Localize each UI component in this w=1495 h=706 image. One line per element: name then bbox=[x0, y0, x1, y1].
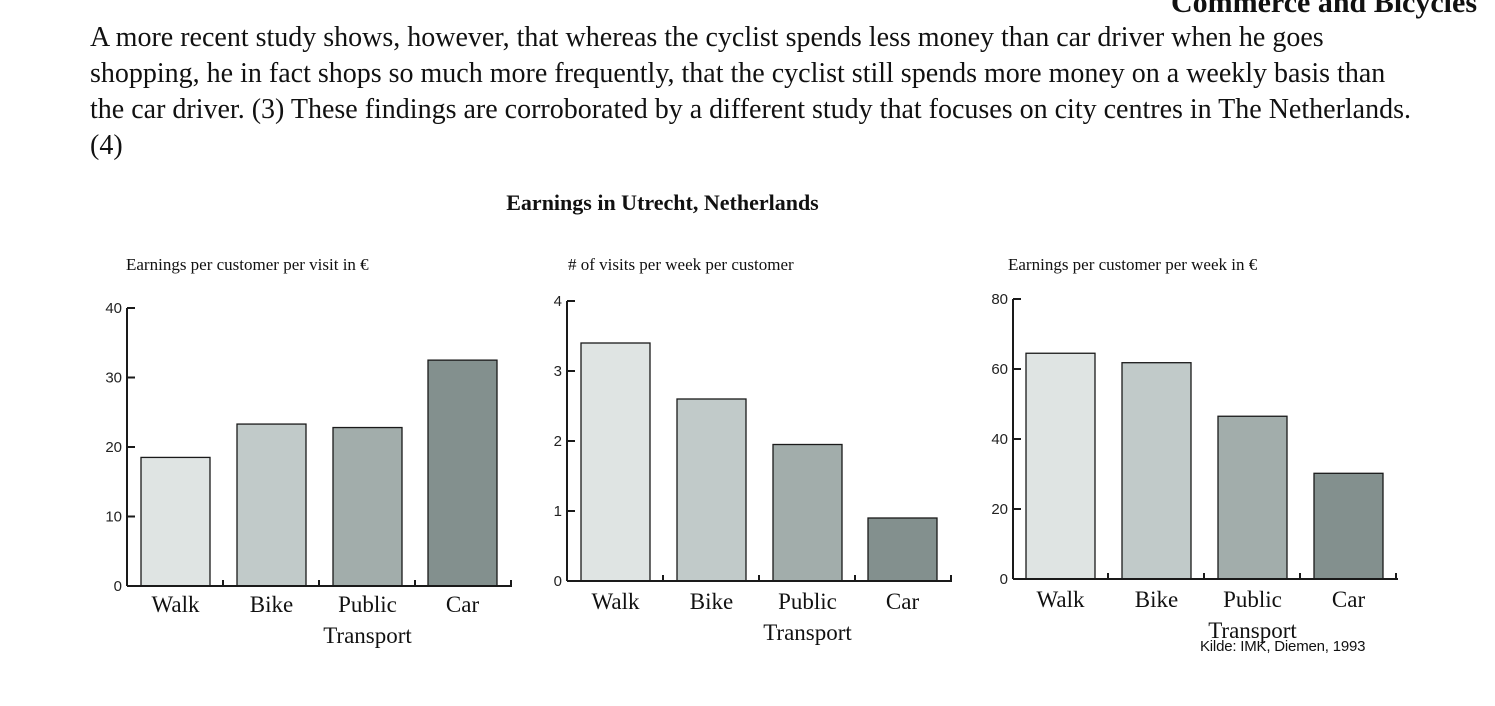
bar-walk bbox=[580, 342, 651, 582]
bar-walk bbox=[140, 456, 211, 587]
intro-text: A more recent study shows, however, that… bbox=[90, 22, 1411, 161]
bar-public-transport bbox=[332, 426, 403, 587]
chart-subtitle: Earnings per customer per week in € bbox=[1008, 255, 1258, 274]
intro-paragraph: A more recent study shows, however, that… bbox=[90, 20, 1420, 164]
x-category-label: Bike bbox=[250, 592, 293, 617]
y-tick-label: 0 bbox=[114, 578, 122, 595]
source-credit: Kilde: IMK, Diemen, 1993 bbox=[1200, 638, 1366, 655]
chart-panel-1: Earnings per customer per visit in € 0 10 2… bbox=[105, 255, 512, 648]
x-category-label: Car bbox=[1332, 587, 1366, 612]
bar-bike bbox=[236, 423, 307, 587]
x-category-label: Car bbox=[886, 589, 920, 614]
y-tick-label: 2 bbox=[554, 433, 562, 450]
x-category-label: Public Transport bbox=[323, 592, 412, 648]
bar-car bbox=[1313, 472, 1384, 580]
y-tick-label: 80 bbox=[991, 291, 1008, 308]
y-tick-label: 4 bbox=[554, 293, 562, 310]
bar-car bbox=[427, 359, 498, 587]
x-category-label: Bike bbox=[1135, 587, 1178, 612]
x-category-label: Walk bbox=[592, 589, 640, 614]
chart-subtitle: # of visits per week per customer bbox=[568, 255, 794, 274]
bar-public-transport bbox=[1217, 415, 1288, 580]
section-title: Commerce and Bicycles bbox=[1170, 0, 1477, 19]
y-tick-label: 10 bbox=[105, 509, 122, 526]
y-tick-label: 0 bbox=[1000, 571, 1008, 588]
x-category-label: Public Transport bbox=[1208, 587, 1297, 643]
bar-car bbox=[867, 517, 938, 582]
chart-panel-3: Earnings per customer per week in € 0 20 40… bbox=[991, 255, 1398, 643]
bar-walk bbox=[1025, 352, 1096, 580]
x-category-label: Walk bbox=[1037, 587, 1085, 612]
y-tick-label: 40 bbox=[105, 300, 122, 317]
chart-subtitle: Earnings per customer per visit in € bbox=[126, 255, 369, 274]
x-category-label: Public Transport bbox=[763, 589, 852, 645]
y-tick-label: 0 bbox=[554, 573, 562, 590]
y-tick-label: 3 bbox=[554, 363, 562, 380]
y-tick-label: 1 bbox=[554, 503, 562, 520]
y-tick-label: 60 bbox=[991, 361, 1008, 378]
bar-bike bbox=[1121, 362, 1192, 580]
y-tick-label: 20 bbox=[105, 439, 122, 456]
chart-panel-2: # of visits per week per customer 0 1 2 3 4 Wa… bbox=[554, 255, 952, 645]
x-category-label: Bike bbox=[690, 589, 733, 614]
y-tick-label: 20 bbox=[991, 501, 1008, 518]
bar-public-transport bbox=[772, 443, 843, 582]
x-category-label: Car bbox=[446, 592, 480, 617]
y-tick-label: 30 bbox=[105, 370, 122, 387]
y-tick-label: 40 bbox=[991, 431, 1008, 448]
bar-bike bbox=[676, 398, 747, 582]
figure-title: Earnings in Utrecht, Netherlands bbox=[506, 190, 819, 215]
x-category-label: Walk bbox=[152, 592, 200, 617]
